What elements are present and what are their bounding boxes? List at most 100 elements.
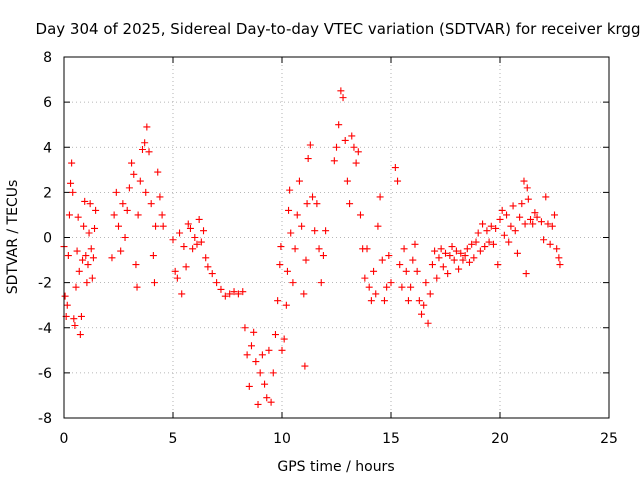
data-point xyxy=(69,188,77,196)
data-point xyxy=(277,243,285,251)
data-point xyxy=(511,227,519,235)
data-point xyxy=(444,270,452,278)
data-point xyxy=(298,222,306,230)
data-point xyxy=(182,263,190,271)
x-tick-label: 10 xyxy=(273,431,291,447)
data-point xyxy=(330,157,338,165)
data-point xyxy=(200,227,208,235)
x-axis-label: GPS time / hours xyxy=(277,459,394,475)
data-point xyxy=(119,200,127,208)
data-point xyxy=(89,254,97,262)
data-point xyxy=(448,243,456,251)
data-point xyxy=(143,123,151,131)
data-point xyxy=(523,184,531,192)
data-point xyxy=(546,240,554,248)
data-point xyxy=(348,132,356,140)
data-point xyxy=(82,252,90,260)
data-point xyxy=(374,222,382,230)
data-point xyxy=(276,261,284,269)
data-point xyxy=(317,279,325,287)
data-point xyxy=(422,279,430,287)
data-point xyxy=(435,254,443,262)
data-point xyxy=(498,206,506,214)
data-point xyxy=(263,394,271,402)
data-point xyxy=(68,159,76,167)
data-point xyxy=(83,279,91,287)
data-point xyxy=(108,254,116,262)
data-point xyxy=(193,240,201,248)
data-point xyxy=(184,220,192,228)
data-point xyxy=(465,258,473,266)
data-point xyxy=(315,245,323,253)
data-point xyxy=(354,148,362,156)
data-point xyxy=(521,220,529,228)
y-tick-label: -2 xyxy=(38,276,52,292)
data-point xyxy=(394,177,402,185)
data-point xyxy=(487,222,495,230)
data-point xyxy=(283,267,291,275)
data-point xyxy=(352,159,360,167)
data-point xyxy=(361,274,369,282)
data-point xyxy=(63,301,71,309)
data-point xyxy=(286,186,294,194)
data-point xyxy=(156,193,164,201)
data-point xyxy=(337,87,345,95)
data-point xyxy=(72,283,80,291)
data-point xyxy=(385,252,393,260)
x-tick-label: 5 xyxy=(169,431,178,447)
data-point xyxy=(450,256,458,264)
data-point xyxy=(470,254,478,262)
data-point xyxy=(77,312,85,320)
data-point xyxy=(189,245,197,253)
data-point xyxy=(241,324,249,332)
data-point xyxy=(133,283,141,291)
data-point xyxy=(378,256,386,264)
data-point xyxy=(507,222,515,230)
data-point xyxy=(247,342,255,350)
data-point xyxy=(303,200,311,208)
data-point xyxy=(239,288,247,296)
data-point xyxy=(428,261,436,269)
data-point xyxy=(455,265,463,273)
x-tick-label: 25 xyxy=(600,431,618,447)
data-point xyxy=(457,249,465,257)
data-point xyxy=(420,301,428,309)
y-tick-label: -4 xyxy=(38,321,52,337)
data-point xyxy=(503,211,511,219)
data-point xyxy=(380,297,388,305)
data-point xyxy=(285,206,293,214)
data-point xyxy=(481,243,489,251)
data-point xyxy=(208,270,216,278)
data-point xyxy=(295,177,303,185)
data-point xyxy=(65,211,73,219)
data-point xyxy=(472,238,480,246)
data-point xyxy=(400,245,408,253)
data-point xyxy=(204,263,212,271)
data-point xyxy=(132,261,140,269)
data-point xyxy=(87,245,95,253)
data-point xyxy=(191,234,199,241)
data-point xyxy=(250,328,258,336)
data-point xyxy=(339,94,347,102)
data-point xyxy=(180,243,188,251)
data-point xyxy=(112,188,120,196)
data-point xyxy=(142,188,150,196)
data-point xyxy=(404,297,412,305)
data-point xyxy=(463,245,471,253)
data-point xyxy=(152,222,160,230)
data-point xyxy=(398,283,406,291)
data-point xyxy=(186,224,194,232)
data-point xyxy=(121,234,129,241)
data-point xyxy=(74,213,82,221)
data-point xyxy=(81,197,89,205)
data-point xyxy=(278,346,286,354)
data-point xyxy=(431,247,439,255)
data-point xyxy=(125,184,133,192)
data-point xyxy=(479,220,487,228)
data-point xyxy=(520,177,528,185)
data-point xyxy=(306,141,314,149)
data-point xyxy=(141,139,149,147)
data-point xyxy=(531,209,539,217)
data-point xyxy=(252,358,260,366)
